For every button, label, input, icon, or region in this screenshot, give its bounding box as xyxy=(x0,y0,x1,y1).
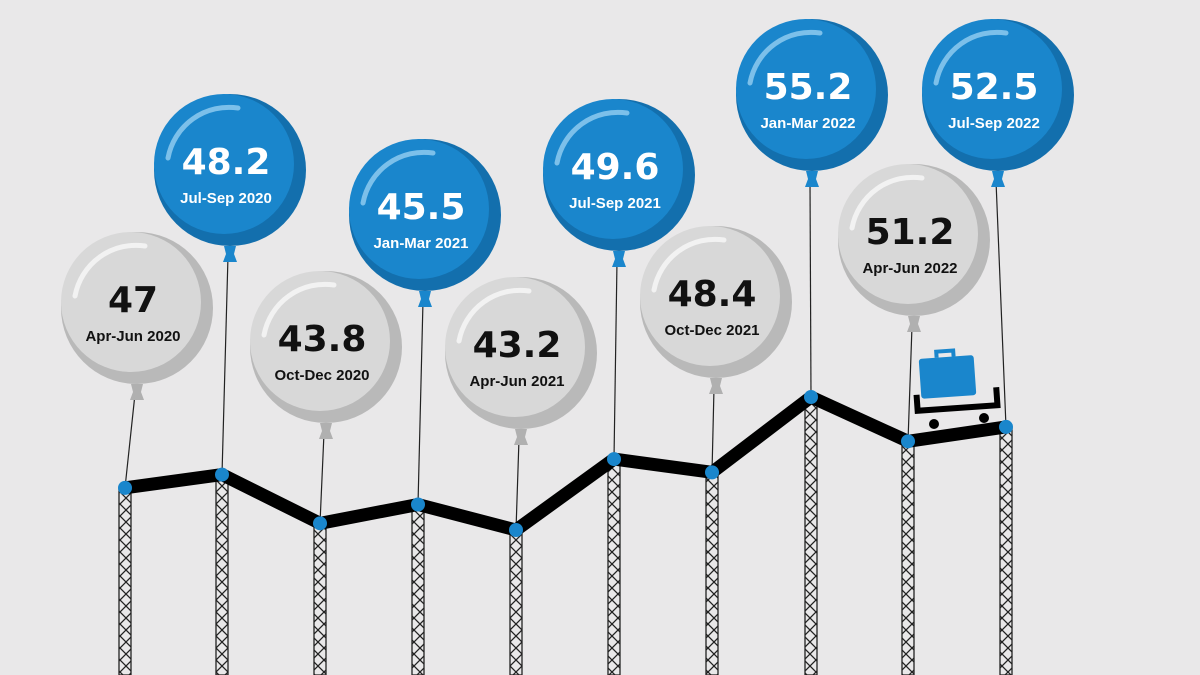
lattice-column xyxy=(607,458,621,675)
balloon-knot xyxy=(907,316,921,332)
balloon-knot xyxy=(319,423,333,439)
period-label: Jul-Sep 2022 xyxy=(948,115,1040,132)
balloon-knot xyxy=(709,378,723,394)
value-label: 52.5 xyxy=(950,67,1039,108)
balloon: 52.5 Jul-Sep 2022 xyxy=(922,19,1074,187)
value-label: 45.5 xyxy=(377,187,466,228)
balloon-string xyxy=(907,325,913,442)
period-label: Apr-Jun 2022 xyxy=(862,260,957,277)
data-point xyxy=(118,480,132,495)
balloon-highlight xyxy=(747,29,823,86)
balloon-string xyxy=(319,432,325,524)
data-point xyxy=(607,452,621,467)
balloon: 49.6 Jul-Sep 2021 xyxy=(543,99,695,267)
value-label: 49.6 xyxy=(571,147,660,188)
balloon-highlight xyxy=(651,236,727,293)
balloon-knot xyxy=(223,246,237,262)
lattice-column xyxy=(411,503,425,675)
balloon-knot xyxy=(805,171,819,187)
balloon-string xyxy=(613,260,618,460)
balloon-highlight xyxy=(165,104,241,161)
balloon: 51.2 Apr-Jun 2022 xyxy=(838,164,990,332)
lattice-column xyxy=(118,487,132,675)
data-point xyxy=(999,419,1013,434)
lattice-column xyxy=(313,522,327,675)
balloon: 45.5 Jan-Mar 2021 xyxy=(349,139,501,307)
balloon-string xyxy=(995,180,1007,427)
data-point xyxy=(411,497,425,512)
balloon-knot xyxy=(612,251,626,267)
period-label: Oct-Dec 2021 xyxy=(664,322,759,339)
data-point xyxy=(313,516,327,531)
data-point xyxy=(901,434,915,449)
lattice-column xyxy=(804,396,818,675)
balloon-string xyxy=(515,438,520,531)
balloon-highlight xyxy=(261,281,337,338)
period-label: Apr-Jun 2021 xyxy=(469,373,564,390)
data-point xyxy=(705,465,719,480)
balloon: 47 Apr-Jun 2020 xyxy=(61,232,213,400)
value-label: 48.4 xyxy=(668,274,757,315)
balloon: 43.8 Oct-Dec 2020 xyxy=(250,271,402,439)
balloon-highlight xyxy=(933,29,1009,86)
value-label: 51.2 xyxy=(866,212,955,253)
balloon: 48.2 Jul-Sep 2020 xyxy=(154,94,306,262)
lattice-column xyxy=(901,440,915,675)
period-label: Jan-Mar 2022 xyxy=(760,115,855,132)
period-label: Jan-Mar 2021 xyxy=(373,235,468,252)
lattice-column xyxy=(999,426,1013,675)
balloon-knot xyxy=(130,384,144,400)
balloon: 55.2 Jan-Mar 2022 xyxy=(736,19,888,187)
balloon-string xyxy=(417,300,424,505)
period-label: Oct-Dec 2020 xyxy=(274,367,369,384)
balloon-highlight xyxy=(72,242,148,299)
value-label: 43.2 xyxy=(473,325,562,366)
balloon-highlight xyxy=(456,287,532,344)
data-point xyxy=(804,390,818,404)
data-point xyxy=(215,467,229,482)
value-label: 47 xyxy=(108,280,158,321)
balloon-string xyxy=(124,393,136,488)
lattice-column xyxy=(215,473,229,675)
balloon-knot xyxy=(991,171,1005,187)
data-point xyxy=(509,523,523,537)
balloon-string xyxy=(221,255,229,475)
balloon: 48.4 Oct-Dec 2021 xyxy=(640,226,792,394)
balloon: 43.2 Apr-Jun 2021 xyxy=(445,277,597,445)
value-label: 48.2 xyxy=(182,142,271,183)
balloon-highlight xyxy=(554,109,630,166)
lattice-column xyxy=(509,529,523,675)
balloon-string xyxy=(711,387,715,473)
balloon-highlight xyxy=(849,174,925,231)
period-label: Jul-Sep 2021 xyxy=(569,195,661,212)
value-label: 55.2 xyxy=(764,67,853,108)
briefcase-on-cart-icon xyxy=(913,348,1001,429)
lattice-column xyxy=(705,471,719,675)
period-label: Jul-Sep 2020 xyxy=(180,190,272,207)
value-label: 43.8 xyxy=(278,319,367,360)
balloon-string xyxy=(809,180,812,398)
balloon-knot xyxy=(514,429,528,445)
data-line xyxy=(124,390,1007,537)
period-label: Apr-Jun 2020 xyxy=(85,328,180,345)
balloon-knot xyxy=(418,291,432,307)
balloon-highlight xyxy=(360,149,436,206)
